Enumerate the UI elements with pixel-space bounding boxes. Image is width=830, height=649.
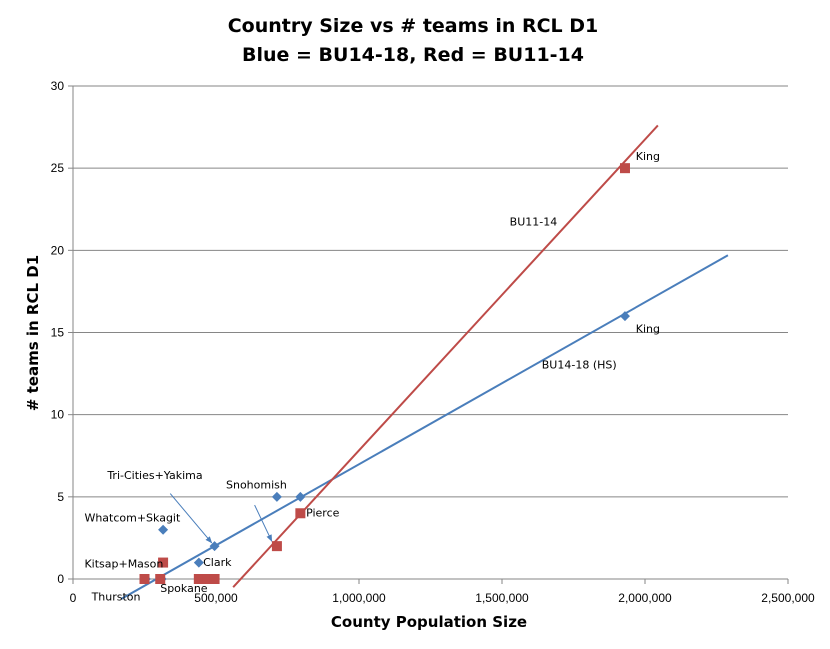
chart-title-line-1: Country Size vs # teams in RCL D1 bbox=[228, 15, 599, 37]
y-tick-label: 10 bbox=[51, 408, 65, 422]
annotation-label: BU11-14 bbox=[510, 216, 558, 229]
annotation-arrow bbox=[254, 504, 273, 542]
annotation-label: King bbox=[636, 323, 660, 336]
data-point-diamond bbox=[209, 541, 220, 552]
x-tick-label: 1,000,000 bbox=[332, 591, 386, 605]
trendline bbox=[121, 254, 729, 600]
data-point-diamond bbox=[193, 557, 204, 568]
y-tick-label: 0 bbox=[57, 572, 64, 586]
data-point-square bbox=[139, 574, 150, 584]
y-tick-label: 5 bbox=[57, 490, 64, 504]
data-point-diamond bbox=[271, 491, 282, 502]
annotations: King King BU11-14 BU14-18 (HS) Pierce Snohomi… bbox=[84, 150, 660, 603]
y-tick-label: 20 bbox=[51, 243, 65, 257]
data-point-square bbox=[202, 574, 213, 584]
data-point-square bbox=[209, 574, 220, 584]
data-points bbox=[139, 163, 630, 584]
data-point-square bbox=[271, 541, 282, 552]
x-axis-title: County Population Size bbox=[331, 613, 527, 631]
y-tick-label: 25 bbox=[51, 161, 65, 175]
data-point-square bbox=[158, 557, 169, 568]
annotation-label: Snohomish bbox=[226, 479, 287, 492]
x-tick-label: 500,000 bbox=[194, 591, 238, 605]
annotation-label: Whatcom+Skagit bbox=[84, 511, 181, 524]
y-tick-label: 30 bbox=[51, 79, 65, 93]
data-point-square bbox=[193, 574, 204, 584]
x-tick-label: 2,500,000 bbox=[761, 591, 815, 605]
annotation-label: King bbox=[636, 150, 660, 163]
annotation-label: BU14-18 (HS) bbox=[542, 359, 617, 372]
tick-labels: 0 5 10 15 20 25 30 0 500,000 1,000,000 1,500,000 2,… bbox=[51, 79, 815, 605]
chart-title-line-2: Blue = BU14-18, Red = BU11-14 bbox=[242, 44, 584, 66]
x-tick-label: 0 bbox=[70, 591, 77, 605]
annotation-arrow bbox=[169, 493, 213, 544]
data-point-square bbox=[295, 508, 306, 519]
x-tick-label: 2,000,000 bbox=[618, 591, 672, 605]
data-point-diamond bbox=[295, 491, 306, 502]
x-tick-label: 1,500,000 bbox=[475, 591, 529, 605]
gridlines bbox=[73, 85, 788, 498]
annotation-label: Spokane bbox=[160, 582, 208, 595]
axes bbox=[68, 85, 789, 584]
data-point-diamond bbox=[619, 311, 630, 322]
annotation-label: Thurston bbox=[91, 590, 141, 603]
annotation-label: Kitsap+Mason bbox=[84, 557, 163, 570]
data-point-square bbox=[619, 163, 630, 174]
y-tick-label: 15 bbox=[51, 326, 65, 340]
annotation-label: Tri-Cities+Yakima bbox=[106, 469, 202, 482]
annotation-label: Pierce bbox=[306, 507, 340, 520]
annotation-arrows bbox=[169, 493, 273, 544]
y-axis-title: # teams in RCL D1 bbox=[24, 255, 42, 411]
data-point-square bbox=[155, 574, 166, 584]
data-point-diamond bbox=[158, 524, 169, 535]
annotation-label: Clark bbox=[203, 556, 232, 569]
